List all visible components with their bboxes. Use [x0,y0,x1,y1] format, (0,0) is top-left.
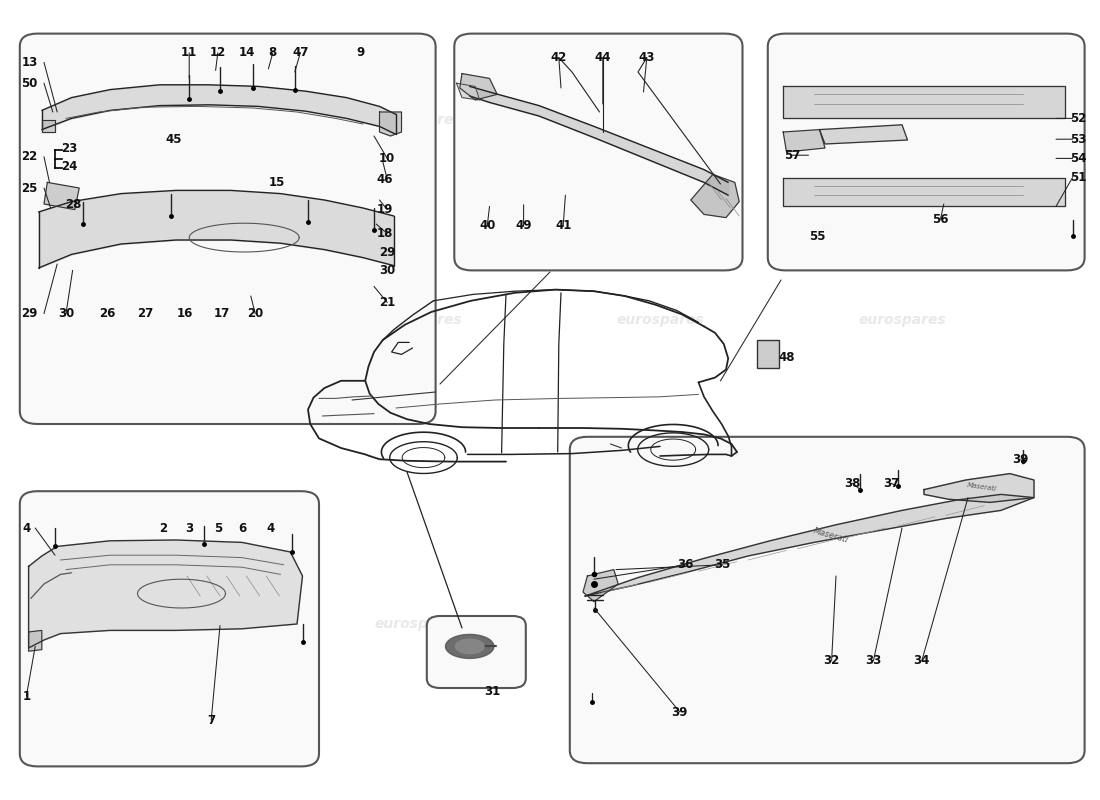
Text: Maserati: Maserati [967,482,998,492]
Text: eurospares: eurospares [858,113,946,127]
Text: eurospares: eurospares [616,617,704,631]
Polygon shape [691,174,739,218]
Polygon shape [783,86,1065,118]
Text: 8: 8 [268,46,277,59]
Polygon shape [455,639,484,654]
Text: 5: 5 [213,522,222,534]
Polygon shape [783,130,825,152]
Polygon shape [585,494,1034,596]
Text: 52: 52 [1070,112,1086,125]
Text: 17: 17 [214,307,230,320]
FancyBboxPatch shape [20,34,436,424]
Text: 44: 44 [595,51,612,64]
Text: 29: 29 [379,246,395,259]
Text: eurospares: eurospares [374,113,462,127]
Text: 47: 47 [293,46,308,59]
Polygon shape [29,540,303,648]
Bar [757,340,779,368]
Text: 54: 54 [1069,152,1087,165]
Text: 45: 45 [166,133,183,146]
Text: eurospares: eurospares [858,313,946,327]
Text: 23: 23 [62,142,77,154]
Text: 27: 27 [138,307,153,320]
Polygon shape [783,178,1065,206]
Text: 4: 4 [22,522,31,534]
Text: eurospares: eurospares [374,313,462,327]
Text: eurospares: eurospares [616,113,704,127]
FancyBboxPatch shape [768,34,1085,270]
Text: 10: 10 [379,152,395,165]
Text: eurospares: eurospares [858,617,946,631]
Text: Maserati: Maserati [812,526,849,546]
Text: 35: 35 [715,558,730,571]
Polygon shape [460,74,497,100]
Text: 40: 40 [480,219,495,232]
Text: 3: 3 [185,522,194,534]
Text: 55: 55 [808,230,825,243]
Text: 53: 53 [1070,133,1086,146]
Polygon shape [29,630,42,651]
Text: 42: 42 [551,51,566,64]
Text: 51: 51 [1070,171,1086,184]
Polygon shape [42,120,55,132]
Text: 1: 1 [22,690,31,702]
Text: 31: 31 [485,685,501,698]
Text: 48: 48 [779,351,794,364]
Polygon shape [820,125,908,144]
Text: 14: 14 [239,46,254,59]
Text: 29: 29 [22,307,37,320]
Text: 57: 57 [784,149,800,162]
Text: 4: 4 [266,522,275,534]
Text: 21: 21 [379,296,395,309]
Text: 2: 2 [158,522,167,534]
FancyBboxPatch shape [20,491,319,766]
Polygon shape [456,83,480,100]
FancyBboxPatch shape [454,34,742,270]
Text: 13: 13 [22,56,37,69]
Text: 43: 43 [639,51,654,64]
Polygon shape [44,182,79,210]
Text: 9: 9 [356,46,365,59]
Text: 26: 26 [100,307,116,320]
Polygon shape [446,634,494,658]
Text: 33: 33 [866,654,881,667]
Text: eurospares: eurospares [616,313,704,327]
Text: 34: 34 [914,654,929,667]
Text: 38: 38 [845,477,860,490]
Text: 16: 16 [177,307,192,320]
Text: eurospares: eurospares [374,617,462,631]
Text: 30: 30 [379,264,395,277]
Polygon shape [924,474,1034,502]
Text: 37: 37 [883,477,899,490]
Text: 39: 39 [1013,453,1028,466]
FancyBboxPatch shape [427,616,526,688]
Text: 41: 41 [556,219,571,232]
Text: 6: 6 [238,522,246,534]
Text: 24: 24 [62,160,77,173]
Text: 12: 12 [210,46,225,59]
Text: 50: 50 [22,77,37,90]
Text: 11: 11 [182,46,197,59]
Text: 22: 22 [22,150,37,163]
Text: 36: 36 [678,558,693,571]
Text: 49: 49 [515,219,532,232]
Text: 25: 25 [22,182,37,194]
FancyBboxPatch shape [570,437,1085,763]
Text: 39: 39 [672,706,688,718]
Text: 15: 15 [270,176,285,189]
Text: eurospares: eurospares [88,393,176,407]
Text: 28: 28 [66,198,81,210]
Text: eurospares: eurospares [88,153,176,167]
Text: 7: 7 [207,714,216,726]
Text: 20: 20 [248,307,263,320]
Text: 32: 32 [824,654,839,667]
Text: 30: 30 [58,307,74,320]
Polygon shape [379,112,401,136]
Text: eurospares: eurospares [88,617,176,631]
Text: 56: 56 [933,213,948,226]
Text: 18: 18 [377,227,393,240]
Text: 46: 46 [376,173,394,186]
Text: 19: 19 [377,203,393,216]
Polygon shape [583,570,618,602]
